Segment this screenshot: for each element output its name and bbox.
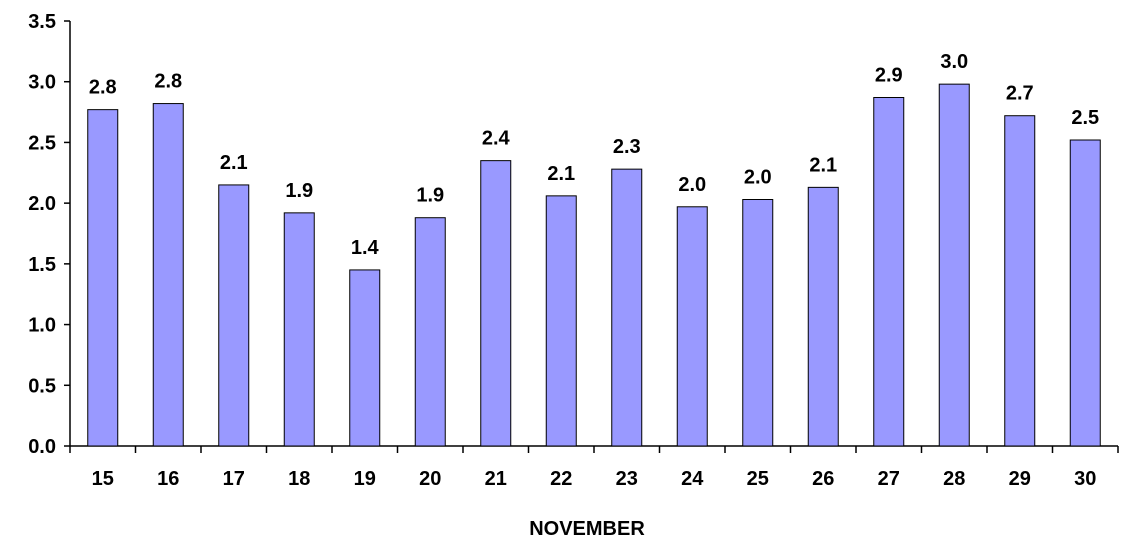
bar-20 bbox=[414, 217, 446, 447]
y-tick-label: 0.5 bbox=[28, 375, 56, 397]
data-label-23: 2.3 bbox=[613, 136, 641, 158]
bar-23 bbox=[611, 168, 643, 447]
bar-17 bbox=[218, 184, 250, 447]
y-tick-label: 1.0 bbox=[28, 315, 56, 337]
y-tick-label: 3.0 bbox=[28, 72, 56, 94]
data-label-17: 2.1 bbox=[220, 152, 248, 174]
x-tick-label: 19 bbox=[354, 468, 376, 490]
x-tick-label: 17 bbox=[223, 468, 245, 490]
bar-19 bbox=[349, 269, 381, 447]
y-axis: 0.0 0.5 1.0 1.5 2.0 2.5 3.0 3.5 bbox=[28, 11, 71, 458]
bar-15 bbox=[87, 109, 119, 447]
x-tick-label: 29 bbox=[1009, 468, 1031, 490]
bar-30 bbox=[1069, 139, 1101, 447]
y-tick-label: 2.0 bbox=[28, 193, 56, 215]
x-tick-label: 23 bbox=[616, 468, 638, 490]
bar-16 bbox=[152, 103, 184, 447]
bar-25 bbox=[742, 199, 774, 447]
data-label-27: 2.9 bbox=[875, 65, 903, 87]
data-label-29: 2.7 bbox=[1006, 83, 1034, 105]
data-label-21: 2.4 bbox=[482, 128, 511, 150]
bars bbox=[87, 83, 1101, 447]
bar-29 bbox=[1004, 115, 1036, 447]
x-tick-label: 16 bbox=[157, 468, 179, 490]
bar-18 bbox=[283, 212, 315, 447]
x-tick-label: 28 bbox=[943, 468, 965, 490]
x-tick-label: 22 bbox=[550, 468, 572, 490]
x-tick-label: 20 bbox=[419, 468, 441, 490]
bar-26 bbox=[807, 186, 839, 447]
data-label-30: 2.5 bbox=[1071, 107, 1099, 129]
data-label-19: 1.4 bbox=[351, 237, 380, 259]
x-tick-label: 26 bbox=[812, 468, 834, 490]
data-label-25: 2.0 bbox=[744, 167, 772, 189]
data-label-22: 2.1 bbox=[547, 163, 575, 185]
data-label-16: 2.8 bbox=[154, 71, 182, 93]
y-tick-label: 1.5 bbox=[28, 254, 56, 276]
x-axis: 15 16 17 18 19 20 21 22 23 24 25 26 27 28 29 30 bbox=[69, 445, 1119, 490]
data-label-26: 2.1 bbox=[809, 154, 837, 176]
data-labels: 2.8 2.8 2.1 1.9 1.4 1.9 2.4 2.1 2.3 2.0 2.0 2.1 2.9 3… bbox=[89, 51, 1099, 259]
data-label-20: 1.9 bbox=[416, 185, 444, 207]
data-label-24: 2.0 bbox=[678, 174, 706, 196]
x-tick-label: 25 bbox=[747, 468, 769, 490]
bar-24 bbox=[676, 206, 708, 447]
x-tick-label: 21 bbox=[485, 468, 507, 490]
y-tick-label: 3.5 bbox=[28, 11, 56, 33]
y-tick-label: 2.5 bbox=[28, 132, 56, 154]
bar-22 bbox=[545, 195, 577, 447]
x-tick-label: 30 bbox=[1074, 468, 1096, 490]
bar-21 bbox=[480, 160, 512, 447]
x-tick-label: 24 bbox=[681, 468, 704, 490]
x-axis-title: NOVEMBER bbox=[529, 518, 645, 540]
data-label-15: 2.8 bbox=[89, 77, 117, 99]
x-tick-label: 15 bbox=[92, 468, 114, 490]
bar-27 bbox=[873, 97, 905, 447]
data-label-28: 3.0 bbox=[940, 51, 968, 73]
x-tick-label: 27 bbox=[878, 468, 900, 490]
x-tick-label: 18 bbox=[288, 468, 310, 490]
bar-28 bbox=[938, 83, 970, 447]
y-tick-label: 0.0 bbox=[28, 436, 56, 458]
data-label-18: 1.9 bbox=[285, 180, 313, 202]
